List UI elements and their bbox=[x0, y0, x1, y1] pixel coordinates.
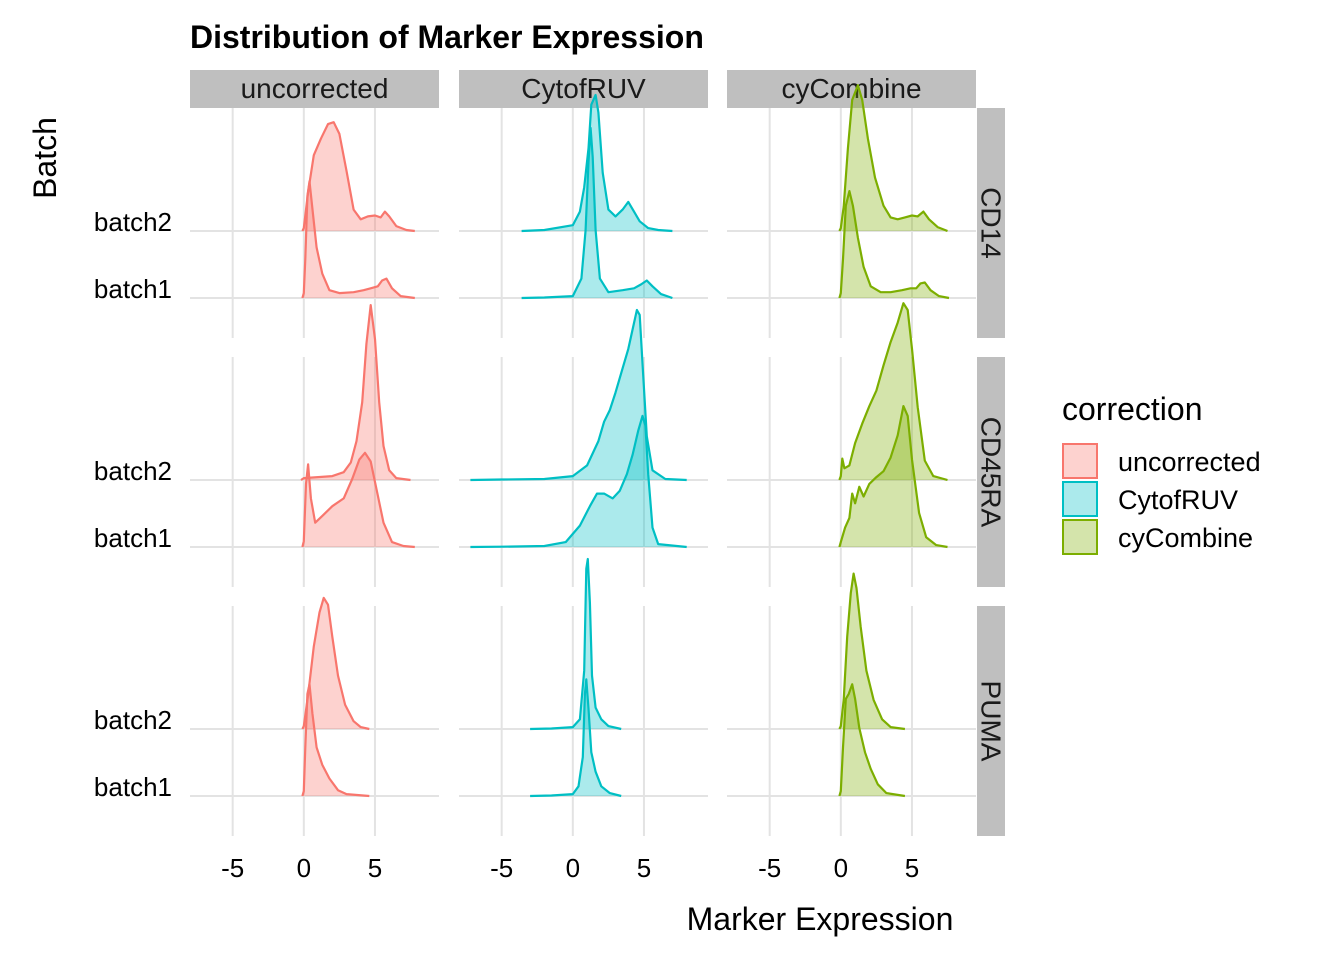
x-axis-title: Marker Expression bbox=[687, 901, 954, 937]
density-line-PUMA-CytofRUV-batch2 bbox=[530, 557, 622, 731]
density-line-CD45RA-cyCombine-batch1 bbox=[838, 405, 948, 549]
density-area-PUMA-cyCombine-batch1 bbox=[839, 684, 905, 796]
density-line-CD14-uncorrected-batch1 bbox=[301, 180, 415, 300]
strip-row-CD45RA bbox=[977, 357, 1005, 587]
strip-col-label-CytofRUV: CytofRUV bbox=[521, 73, 646, 104]
density-area-CD45RA-CytofRUV-batch2 bbox=[470, 310, 687, 480]
density-area-CD45RA-uncorrected-batch1 bbox=[302, 452, 415, 547]
x-tick-label: 0 bbox=[566, 853, 580, 883]
x-tick-label: -5 bbox=[490, 853, 513, 883]
density-line-PUMA-cyCombine-batch1 bbox=[838, 683, 906, 798]
facet-panels: uncorrected CytofRUV cyCombineCD14CD45RAPU… bbox=[94, 70, 1007, 883]
density-line-CD45RA-cyCombine-batch2 bbox=[838, 302, 948, 482]
legend: correction uncorrected CytofRUV cyCombine bbox=[1062, 391, 1261, 555]
x-tick-label: 5 bbox=[637, 853, 651, 883]
density-area-CD45RA-uncorrected-batch2 bbox=[301, 305, 411, 480]
density-area-CD45RA-cyCombine-batch1 bbox=[839, 406, 948, 547]
legend-label-CytofRUV: CytofRUV bbox=[1118, 485, 1238, 515]
density-area-CD14-uncorrected-batch1 bbox=[302, 181, 415, 298]
density-area-CD14-cyCombine-batch1 bbox=[839, 191, 949, 298]
legend-key-CytofRUV bbox=[1062, 481, 1098, 517]
density-area-CD14-cyCombine-batch2 bbox=[839, 85, 948, 231]
strip-row-PUMA bbox=[977, 606, 1005, 836]
legend-title: correction bbox=[1062, 391, 1203, 427]
density-area-CD14-CytofRUV-batch1 bbox=[521, 128, 673, 298]
y-axis-title: Batch bbox=[27, 117, 63, 199]
density-line-CD45RA-uncorrected-batch2 bbox=[300, 304, 411, 482]
strip-row-CD14 bbox=[977, 108, 1005, 338]
density-line-PUMA-cyCombine-batch2 bbox=[838, 572, 906, 731]
density-line-CD14-CytofRUV-batch1 bbox=[521, 126, 673, 300]
density-area-PUMA-CytofRUV-batch2 bbox=[530, 559, 622, 729]
density-area-CD14-CytofRUV-batch2 bbox=[521, 95, 673, 231]
density-area-CD45RA-CytofRUV-batch1 bbox=[470, 415, 687, 547]
x-tick-label: -5 bbox=[221, 853, 244, 883]
density-line-CD14-cyCombine-batch1 bbox=[838, 190, 950, 300]
legend-label-uncorrected: uncorrected bbox=[1118, 447, 1261, 477]
x-tick-label: 0 bbox=[297, 853, 311, 883]
density-area-PUMA-uncorrected-batch1 bbox=[302, 684, 370, 796]
density-area-PUMA-cyCombine-batch2 bbox=[839, 573, 905, 729]
y-tick-label-batch1: batch1 bbox=[94, 523, 172, 553]
x-tick-label: 0 bbox=[834, 853, 848, 883]
x-tick-label: -5 bbox=[758, 853, 781, 883]
chart-title: Distribution of Marker Expression bbox=[190, 19, 704, 55]
density-line-CD14-uncorrected-batch2 bbox=[301, 121, 415, 233]
strip-row-label-CD45RA: CD45RA bbox=[976, 417, 1007, 528]
x-tick-label: 5 bbox=[905, 853, 919, 883]
density-line-CD45RA-CytofRUV-batch1 bbox=[470, 414, 687, 549]
x-tick-label: 5 bbox=[368, 853, 382, 883]
density-line-CD14-cyCombine-batch2 bbox=[838, 84, 948, 233]
density-area-PUMA-CytofRUV-batch1 bbox=[530, 679, 622, 796]
density-line-CD45RA-CytofRUV-batch2 bbox=[470, 308, 687, 482]
y-tick-label-batch2: batch2 bbox=[94, 705, 172, 735]
density-line-PUMA-uncorrected-batch1 bbox=[301, 683, 370, 798]
y-tick-label-batch1: batch1 bbox=[94, 274, 172, 304]
strip-row-label-CD14: CD14 bbox=[976, 187, 1007, 259]
y-tick-label-batch2: batch2 bbox=[94, 456, 172, 486]
y-tick-label-batch2: batch2 bbox=[94, 207, 172, 237]
density-line-CD14-CytofRUV-batch2 bbox=[521, 93, 673, 233]
y-tick-label-batch1: batch1 bbox=[94, 772, 172, 802]
strip-col-label-uncorrected: uncorrected bbox=[241, 73, 389, 104]
strip-col-CytofRUV bbox=[459, 70, 708, 108]
strip-row-label-PUMA: PUMA bbox=[976, 681, 1007, 762]
legend-key-cyCombine bbox=[1062, 519, 1098, 555]
strip-col-uncorrected bbox=[190, 70, 439, 108]
density-area-CD14-uncorrected-batch2 bbox=[302, 122, 415, 231]
legend-key-uncorrected bbox=[1062, 443, 1098, 479]
density-line-PUMA-CytofRUV-batch1 bbox=[530, 678, 622, 798]
legend-label-cyCombine: cyCombine bbox=[1118, 523, 1253, 553]
density-line-CD45RA-uncorrected-batch1 bbox=[301, 451, 415, 549]
